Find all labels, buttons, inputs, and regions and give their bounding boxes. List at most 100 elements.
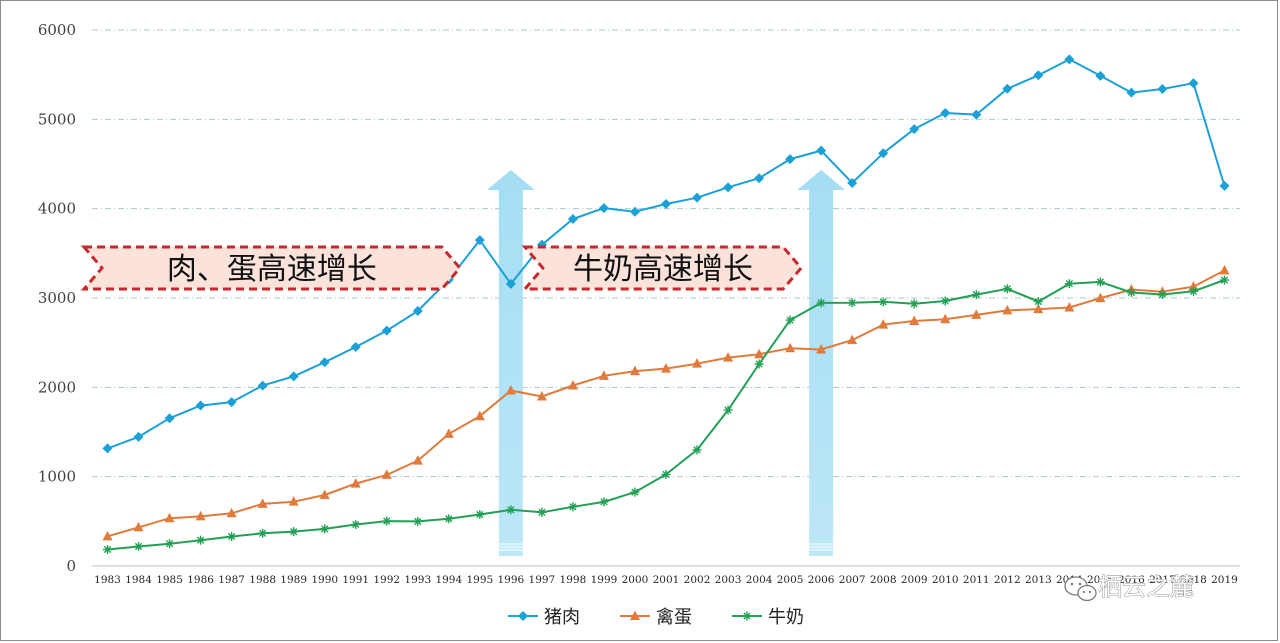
data-point xyxy=(971,309,982,319)
data-point xyxy=(475,510,485,520)
up-arrow xyxy=(486,170,535,556)
series-layer xyxy=(102,54,1230,554)
data-point xyxy=(723,405,733,415)
legend-item: 禽蛋 xyxy=(620,607,692,628)
x-tick-label: 1996 xyxy=(497,574,524,586)
data-point xyxy=(350,478,361,488)
data-point xyxy=(692,358,703,368)
data-point xyxy=(1157,290,1167,300)
data-point xyxy=(940,313,951,324)
annotation-banners: 肉、蛋高速增长 牛奶高速增长 xyxy=(80,245,804,291)
data-point xyxy=(598,370,609,380)
data-point xyxy=(412,306,423,317)
data-point xyxy=(878,297,888,307)
grid-lines xyxy=(92,29,1240,567)
data-point xyxy=(288,371,299,382)
data-point xyxy=(226,507,237,518)
x-tick-label: 2019 xyxy=(1211,574,1238,586)
data-point xyxy=(661,199,671,210)
data-point xyxy=(1188,78,1199,89)
data-point xyxy=(257,380,268,391)
data-point xyxy=(1002,304,1013,315)
x-tick-label: 1990 xyxy=(311,574,338,586)
data-point xyxy=(567,214,578,225)
data-point xyxy=(598,203,609,214)
data-point xyxy=(940,107,951,118)
watermark: 栖云之麓 xyxy=(1064,573,1194,602)
data-point xyxy=(289,527,299,537)
data-point xyxy=(1033,70,1044,81)
data-point xyxy=(629,365,640,376)
data-point xyxy=(165,539,175,549)
data-point xyxy=(134,542,144,552)
data-point xyxy=(847,177,858,188)
x-tick-label: 1992 xyxy=(373,574,400,586)
data-point xyxy=(412,455,423,465)
data-point xyxy=(629,206,640,217)
y-tick-label: 1000 xyxy=(38,468,76,486)
data-point xyxy=(1033,297,1043,307)
data-point xyxy=(444,514,454,524)
x-tick-label: 2001 xyxy=(653,574,680,586)
data-point xyxy=(1095,70,1106,81)
data-point xyxy=(133,521,144,532)
legend-label: 猪肉 xyxy=(544,607,580,628)
data-point xyxy=(1064,279,1074,289)
data-point xyxy=(1095,277,1105,287)
data-point xyxy=(723,352,734,362)
annotation-banner: 牛奶高速增长 xyxy=(521,245,804,291)
x-tick-label: 2010 xyxy=(932,574,959,586)
wechat-icon xyxy=(1064,576,1097,602)
legend-marker xyxy=(742,611,752,621)
data-point xyxy=(1188,286,1198,296)
x-tick-label: 2018 xyxy=(1180,574,1207,586)
legend: 猪肉 禽蛋 牛奶 xyxy=(508,607,804,628)
data-point xyxy=(878,148,889,159)
data-point xyxy=(1002,83,1013,94)
legend-item: 牛奶 xyxy=(732,607,804,628)
data-point xyxy=(847,334,858,345)
data-point xyxy=(351,519,361,529)
data-point xyxy=(1219,264,1230,275)
data-point xyxy=(413,516,423,526)
x-tick-label: 1989 xyxy=(280,574,307,586)
x-tick-label: 1983 xyxy=(94,574,121,586)
data-point xyxy=(474,235,485,246)
watermark-text: 栖云之麓 xyxy=(1098,573,1194,601)
x-tick-label: 1987 xyxy=(218,574,245,586)
data-point xyxy=(909,124,920,135)
data-point xyxy=(164,512,175,523)
data-point xyxy=(661,469,671,479)
data-point xyxy=(661,363,671,373)
data-point xyxy=(940,296,950,306)
data-point xyxy=(1157,83,1168,94)
data-point xyxy=(257,498,268,508)
x-tick-label: 2007 xyxy=(839,574,866,586)
data-point xyxy=(847,298,857,308)
data-point xyxy=(537,507,547,517)
x-tick-label: 1984 xyxy=(125,574,152,586)
data-point xyxy=(350,341,361,352)
data-point xyxy=(630,487,640,497)
data-point xyxy=(599,497,609,507)
data-point xyxy=(816,343,827,354)
legend-marker xyxy=(630,610,640,620)
x-tick-label: 1991 xyxy=(342,574,369,586)
data-point xyxy=(909,315,920,326)
data-point xyxy=(754,173,765,184)
x-tick-label: 2012 xyxy=(994,574,1021,586)
banner-text: 肉、蛋高速增长 xyxy=(167,252,377,287)
data-point xyxy=(258,528,268,538)
data-point xyxy=(1064,301,1075,312)
x-tick-label: 1999 xyxy=(591,574,618,586)
data-point xyxy=(133,431,144,442)
data-point xyxy=(1002,284,1012,294)
legend-item: 猪肉 xyxy=(508,607,580,628)
x-tick-label: 2003 xyxy=(715,574,742,586)
data-point xyxy=(909,299,919,309)
x-tick-label: 1998 xyxy=(560,574,587,586)
data-point xyxy=(381,325,392,336)
x-tick-label: 2006 xyxy=(808,574,835,586)
